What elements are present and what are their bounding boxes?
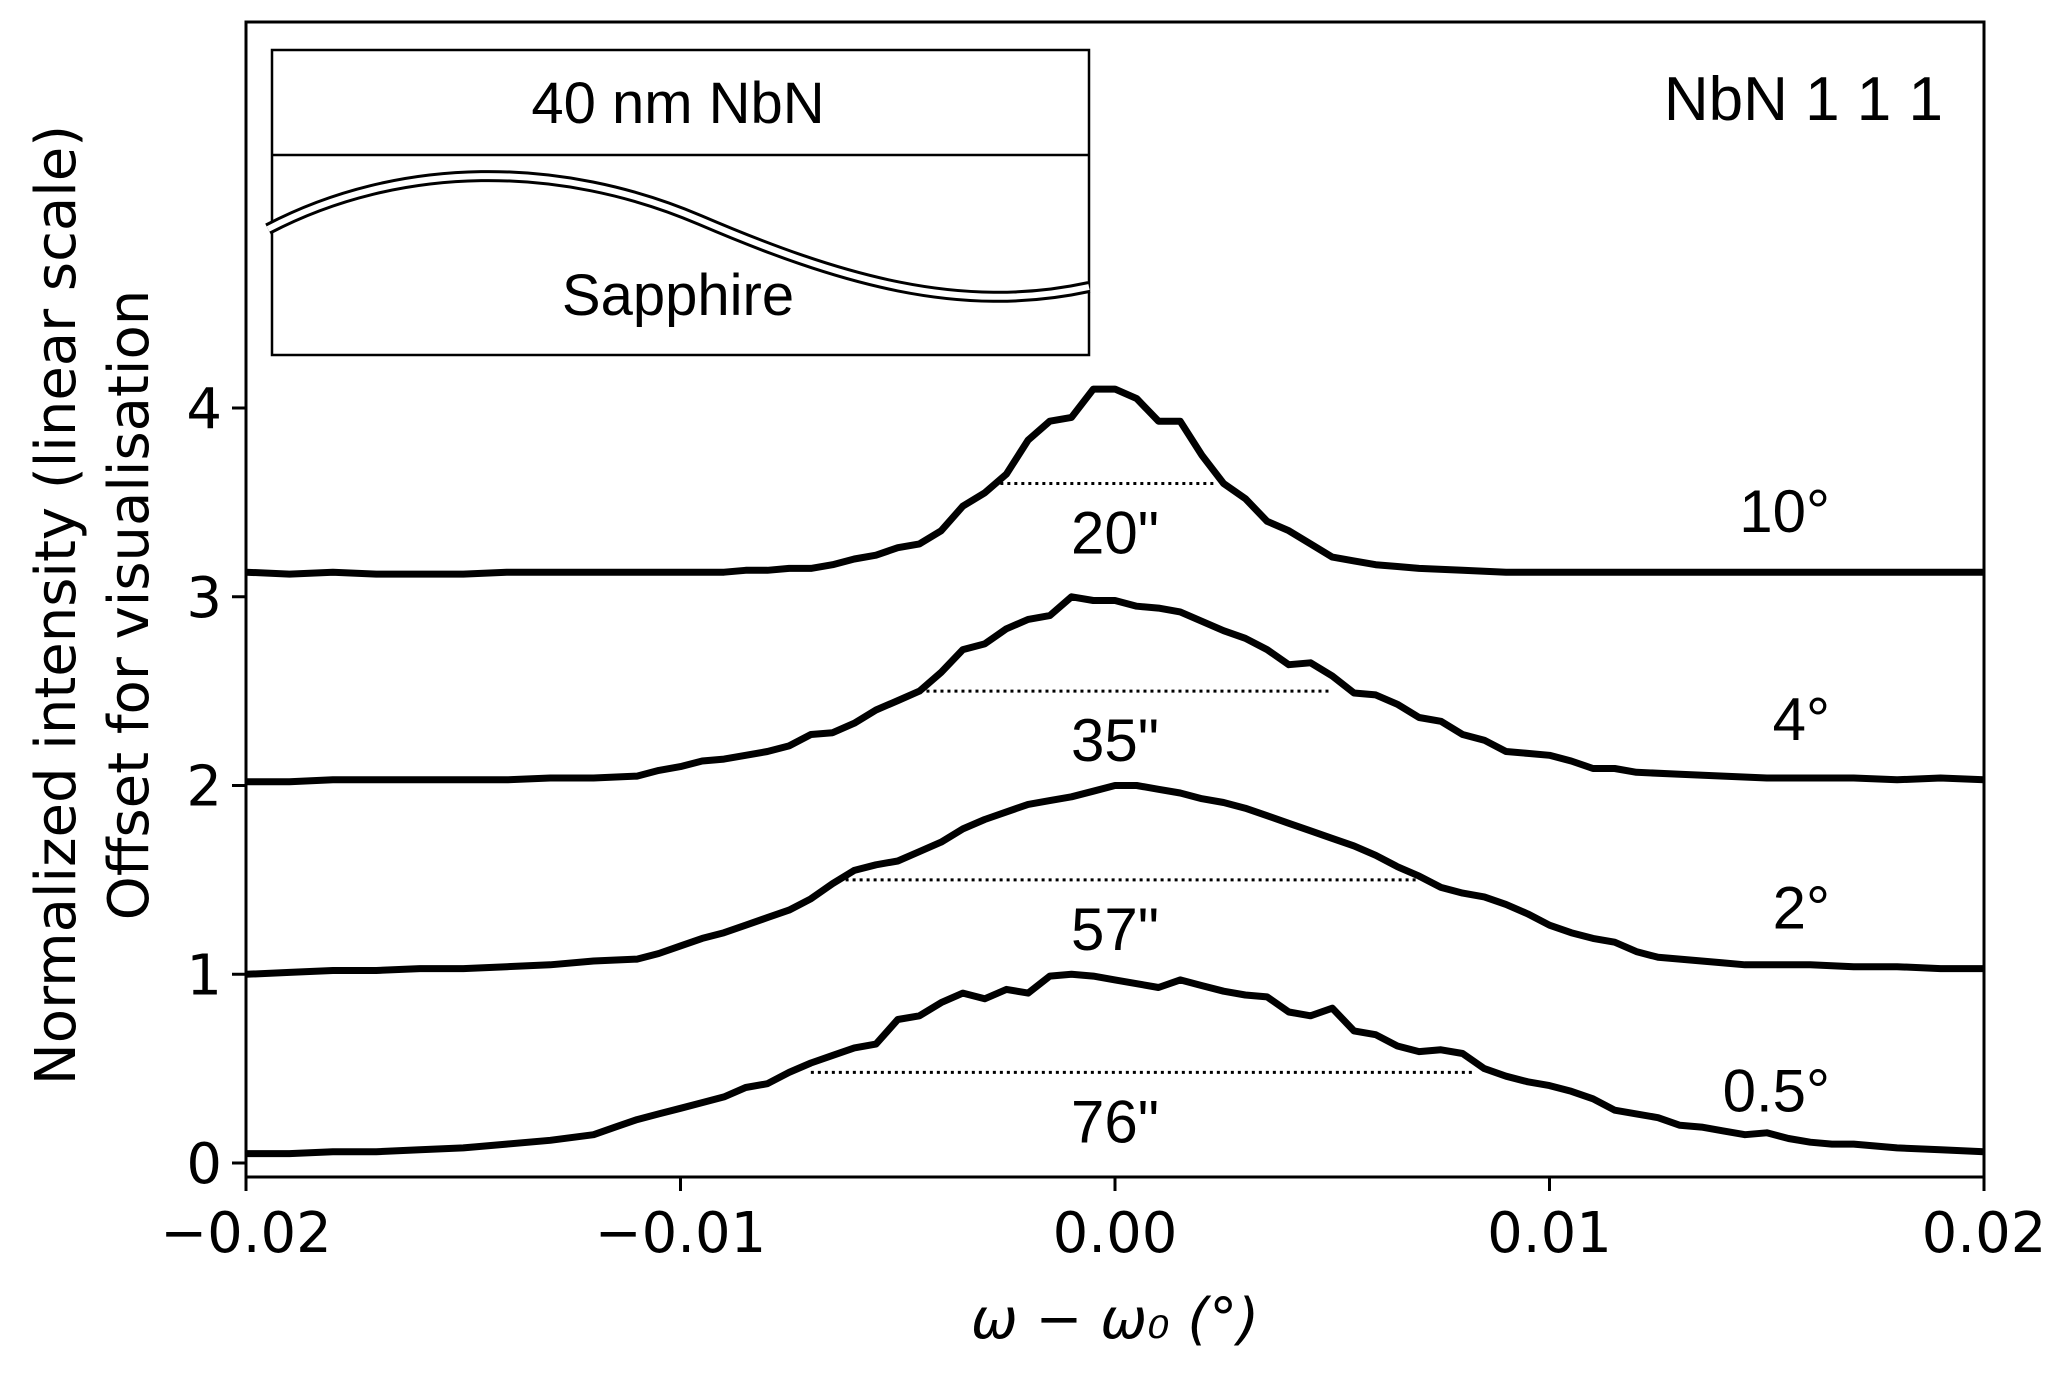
y-tick-label: 2 bbox=[186, 755, 222, 820]
x-tick-label: 0.01 bbox=[1487, 1201, 1612, 1266]
x-tick-label: 0.02 bbox=[1922, 1201, 2047, 1266]
x-tick-label: −0.01 bbox=[595, 1201, 767, 1266]
inset-schematic: 40 nm NbN Sapphire bbox=[265, 48, 1091, 357]
inset-box bbox=[270, 48, 1091, 357]
y-tick-label: 3 bbox=[186, 566, 222, 631]
series-line bbox=[246, 970, 1985, 1158]
axis-ticks: −0.02 −0.01 0.00 0.01 0.02 0 1 2 3 4 bbox=[160, 377, 2046, 1266]
y-axis-label-line1: Normalized intensity (linear scale) bbox=[24, 125, 89, 1085]
x-axis-label: ω − ω₀ (°) bbox=[971, 1287, 1259, 1352]
y-axis-label-line2: Offset for visualisation bbox=[97, 290, 162, 920]
x-tick-label: 0.00 bbox=[1053, 1201, 1178, 1266]
series-label: 10° bbox=[1739, 478, 1830, 545]
series-label: 2° bbox=[1773, 875, 1830, 942]
series-line bbox=[246, 593, 1985, 786]
x-tick-label: −0.02 bbox=[160, 1201, 332, 1266]
fwhm-label: 57" bbox=[1071, 896, 1159, 963]
inset-film-label: 40 nm NbN bbox=[531, 71, 824, 136]
data-series bbox=[245, 385, 1985, 1158]
fwhm-label: 35" bbox=[1071, 707, 1159, 774]
series-line bbox=[245, 782, 1984, 978]
inset-break-line-inner bbox=[266, 173, 1090, 300]
series-line bbox=[245, 385, 1984, 578]
chart-title: NbN 1 1 1 bbox=[1664, 65, 1943, 134]
inset-substrate-label: Sapphire bbox=[562, 263, 794, 328]
series-label: 0.5° bbox=[1723, 1058, 1830, 1125]
y-tick-label: 1 bbox=[186, 943, 222, 1008]
fwhm-markers bbox=[810, 482, 1476, 1074]
y-tick-label: 4 bbox=[186, 377, 222, 442]
fwhm-label: 20" bbox=[1071, 500, 1159, 567]
series-label: 4° bbox=[1773, 686, 1830, 753]
series-labels: 76" 57" 35" 20" 0.5° 2° 4° 10° bbox=[1071, 478, 1830, 1155]
fwhm-label: 76" bbox=[1071, 1088, 1159, 1155]
y-tick-label: 0 bbox=[186, 1132, 222, 1197]
